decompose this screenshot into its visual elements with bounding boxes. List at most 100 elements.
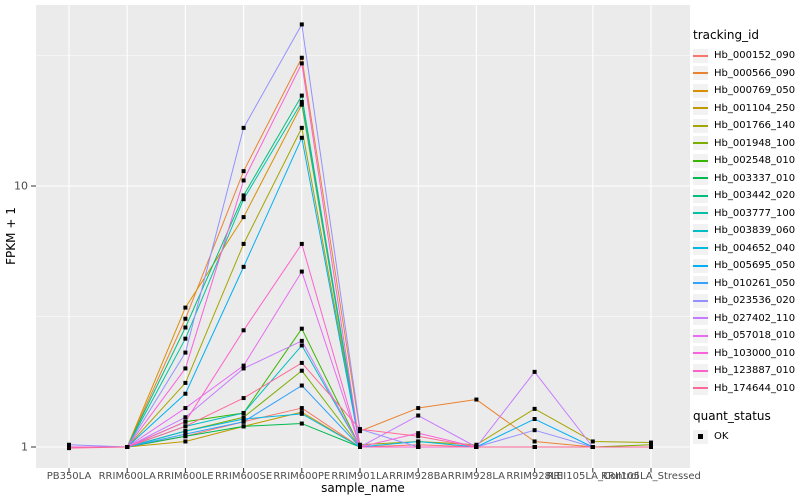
legend-item: Hb_001766_140	[693, 117, 799, 135]
x-tick-label: RRIM600LA	[99, 471, 156, 482]
series-color-line-icon	[693, 124, 708, 127]
data-point	[299, 125, 304, 130]
legend-key	[693, 328, 708, 343]
legend-key	[693, 381, 708, 396]
data-point	[67, 446, 71, 451]
data-point	[474, 445, 479, 449]
x-tick-label: RRIM600LE	[157, 471, 213, 482]
x-tick-label: RRIM928LA	[448, 471, 505, 482]
data-point	[532, 428, 537, 433]
series-color-line-icon	[693, 317, 708, 320]
data-point	[241, 363, 246, 368]
legend-item: Hb_123887_010	[693, 362, 799, 380]
data-point	[125, 445, 130, 449]
data-point	[183, 366, 188, 371]
legend-item: Hb_004652_040	[693, 240, 799, 258]
data-point	[416, 406, 421, 411]
data-point	[474, 442, 479, 447]
legend-item-label: Hb_057018_010	[714, 330, 796, 342]
series-color-line-icon	[693, 352, 708, 355]
data-point	[299, 343, 304, 348]
legend-title-tracking-id: tracking_id	[693, 28, 760, 42]
data-point	[241, 197, 246, 202]
legend-item: Hb_000152_090	[693, 47, 799, 65]
data-point	[183, 432, 188, 437]
legend-item-label: Hb_027402_110	[714, 312, 796, 324]
legend-item-label: Hb_023536_020	[714, 295, 796, 307]
series-color-line-icon	[693, 387, 708, 390]
plot-panel	[36, 5, 690, 468]
legend-item: Hb_103000_010	[693, 345, 799, 363]
legend-item-label: Hb_174644_010	[714, 382, 796, 394]
series-color-line-icon	[693, 282, 708, 285]
data-point	[183, 305, 188, 310]
data-point	[299, 406, 304, 411]
data-point	[299, 99, 304, 104]
x-tick-label: RRIM600PE	[273, 471, 330, 482]
y-tick-label: 1	[21, 441, 28, 454]
legend: tracking_id Hb_000152_090 Hb_000566_090 Hb…	[693, 28, 799, 446]
legend-key	[693, 118, 708, 133]
data-point	[532, 439, 537, 444]
data-point	[299, 102, 304, 107]
legend-item: Hb_000769_050	[693, 82, 799, 100]
data-point	[299, 93, 304, 98]
legend-key	[693, 241, 708, 256]
series-color-line-icon	[693, 54, 708, 57]
data-point	[416, 413, 421, 418]
data-point	[183, 391, 188, 396]
data-point	[241, 410, 246, 415]
legend-item: Hb_003777_100	[693, 205, 799, 223]
legend-item-label: Hb_003337_010	[714, 172, 796, 184]
legend-item-label: OK	[714, 431, 729, 443]
legend-key	[693, 293, 708, 308]
legend-item-label: Hb_003442_020	[714, 190, 796, 202]
data-point	[183, 415, 188, 420]
data-point	[532, 406, 537, 411]
data-point	[299, 55, 304, 60]
data-point	[299, 338, 304, 343]
data-point	[241, 169, 246, 174]
legend-item-label: Hb_002548_010	[714, 155, 796, 167]
legend-item: Hb_003442_020	[693, 187, 799, 205]
legend-item-label: Hb_003839_060	[714, 225, 796, 237]
legend-item-label: Hb_003777_100	[714, 207, 796, 219]
x-axis-title: sample_name	[321, 481, 405, 495]
ok-square-point-icon	[698, 434, 703, 440]
data-point	[416, 431, 421, 436]
legend-key	[693, 258, 708, 273]
data-point	[649, 445, 653, 449]
series-color-line-icon	[693, 369, 708, 372]
series-color-line-icon	[693, 212, 708, 215]
data-point	[299, 61, 304, 66]
data-point	[183, 325, 188, 330]
data-point	[299, 383, 304, 388]
data-point	[590, 439, 595, 444]
data-point	[183, 336, 188, 341]
data-point	[241, 366, 246, 371]
data-point	[183, 429, 188, 434]
legend-key	[693, 48, 708, 63]
series-color-line-icon	[693, 299, 708, 302]
series-color-line-icon	[693, 194, 708, 197]
y-axis-title: FPKM + 1	[4, 207, 18, 265]
data-point	[532, 445, 537, 449]
y-tick-label: 10	[14, 180, 28, 193]
series-color-line-icon	[693, 264, 708, 267]
legend-key	[693, 363, 708, 378]
legend-quant-status-block: quant_status OK	[693, 409, 799, 446]
legend-key	[693, 223, 708, 238]
legend-title-quant-status: quant_status	[693, 409, 771, 423]
data-point	[416, 439, 421, 444]
data-point	[299, 326, 304, 331]
series-color-line-icon	[693, 159, 708, 162]
data-point	[474, 397, 479, 402]
legend-item-label: Hb_010261_050	[714, 277, 796, 289]
data-point	[241, 424, 246, 429]
data-point	[183, 380, 188, 385]
legend-item: Hb_001948_100	[693, 135, 799, 153]
legend-key	[693, 311, 708, 326]
legend-item: Hb_003337_010	[693, 170, 799, 188]
data-point	[241, 193, 246, 198]
legend-item: Hb_005695_050	[693, 257, 799, 275]
